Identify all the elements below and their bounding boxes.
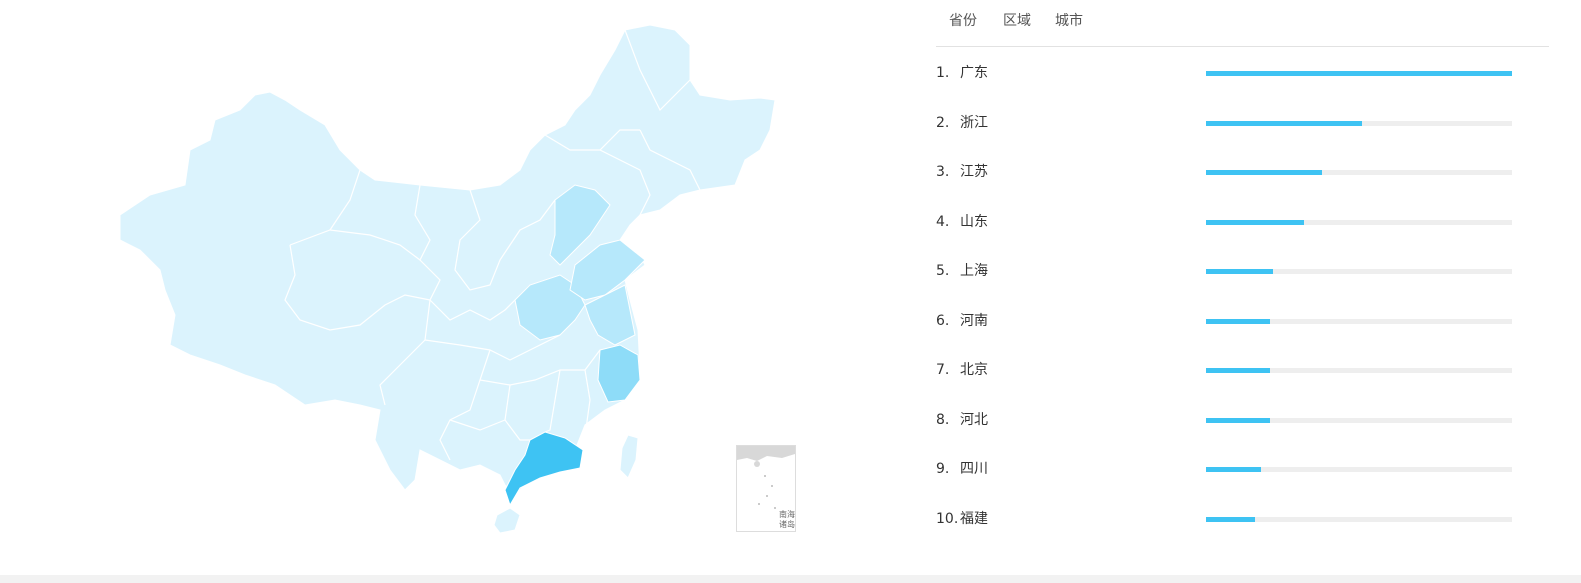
rank-row[interactable]: 3. 江苏: [936, 161, 1549, 183]
rank-number: 1.: [936, 65, 950, 81]
rank-bar-track: [1206, 368, 1512, 373]
map-region-hebei[interactable]: [549, 184, 611, 266]
rank-bar-fill: [1206, 467, 1262, 472]
rank-province-name: 四川: [960, 461, 988, 477]
rank-row[interactable]: 10. 福建: [936, 508, 1549, 530]
rank-row[interactable]: 7. 北京: [936, 359, 1549, 381]
rank-row[interactable]: 6. 河南: [936, 310, 1549, 332]
rank-bar-fill: [1206, 417, 1271, 423]
rank-province-name: 北京: [960, 362, 988, 378]
rank-number: 3.: [936, 164, 950, 180]
rank-label: 4. 山东: [936, 211, 988, 233]
rank-bar-track: [1206, 71, 1512, 76]
rank-bar-fill: [1206, 219, 1304, 225]
rank-province-name: 上海: [960, 263, 988, 279]
rank-bar-fill: [1206, 120, 1363, 126]
inset-label: 南海 诸岛: [779, 510, 795, 530]
rank-bar-track: [1206, 467, 1512, 472]
tab-province[interactable]: 省份: [949, 13, 977, 29]
rank-bar-track: [1206, 417, 1512, 423]
rank-bar-fill: [1206, 269, 1274, 274]
inset-coastline: [737, 446, 795, 461]
rank-number: 7.: [936, 362, 950, 378]
rank-bar-track: [1206, 170, 1512, 175]
china-map: 南海 诸岛: [119, 24, 796, 534]
map-region-hainan[interactable]: [493, 507, 521, 534]
tab-region[interactable]: 区域: [1003, 13, 1031, 29]
rank-province-name: 山东: [960, 213, 988, 230]
rank-number: 5.: [936, 263, 950, 279]
rank-label: 8. 河北: [936, 409, 988, 431]
province-borders: [284, 29, 701, 461]
inset-island-dot: [771, 485, 773, 487]
map-region-henan[interactable]: [514, 274, 586, 341]
inset-island-dot: [766, 495, 768, 497]
rank-row[interactable]: 1. 广东: [936, 62, 1549, 84]
tab-city[interactable]: 城市: [1055, 13, 1083, 29]
rank-row[interactable]: 2. 浙江: [936, 112, 1549, 134]
inset-island-dot: [758, 503, 760, 505]
rank-number: 10.: [936, 510, 959, 527]
rank-label: 6. 河南: [936, 310, 988, 332]
rank-province-name: 浙江: [960, 114, 988, 131]
rank-bar-track: [1206, 269, 1512, 274]
rank-bar-track: [1206, 120, 1512, 126]
inset-label-line1: 南海: [779, 510, 795, 519]
rank-bar-fill: [1206, 318, 1271, 324]
rank-row[interactable]: 9. 四川: [936, 458, 1549, 480]
rank-number: 9.: [936, 461, 950, 477]
rank-province-name: 福建: [960, 510, 988, 527]
rank-bar-fill: [1206, 368, 1271, 373]
rank-number: 8.: [936, 411, 950, 428]
rank-label: 9. 四川: [936, 458, 988, 480]
rank-label: 3. 江苏: [936, 161, 988, 183]
rank-bar-fill: [1206, 516, 1255, 522]
rank-province-name: 河南: [960, 312, 988, 329]
inset-island-dot: [774, 507, 776, 509]
rank-province-name: 江苏: [960, 164, 988, 180]
rank-label: 2. 浙江: [936, 112, 988, 134]
rank-bar-track: [1206, 318, 1512, 324]
rank-label: 7. 北京: [936, 359, 988, 381]
rank-label: 1. 广东: [936, 62, 988, 84]
map-region-taiwan[interactable]: [619, 434, 639, 479]
south-china-sea-inset: 南海 诸岛: [736, 445, 796, 532]
rank-label: 10. 福建: [936, 508, 988, 530]
inset-island: [754, 461, 760, 467]
inset-island-dot: [764, 475, 766, 477]
map-region-zhejiang[interactable]: [597, 344, 641, 403]
map-region-guangdong[interactable]: [504, 431, 584, 507]
rank-bar-fill: [1206, 71, 1512, 76]
rank-number: 2.: [936, 114, 950, 131]
rank-bar-fill: [1206, 170, 1323, 175]
inset-label-line2: 诸岛: [779, 520, 795, 529]
rank-row[interactable]: 8. 河北: [936, 409, 1549, 431]
rank-row[interactable]: 4. 山东: [936, 211, 1549, 233]
rank-number: 4.: [936, 213, 950, 230]
region-tabs: 省份 区域 城市: [936, 0, 1549, 47]
map-region-shandong[interactable]: [569, 239, 646, 301]
rank-bar-track: [1206, 219, 1512, 225]
rank-row[interactable]: 5. 上海: [936, 260, 1549, 282]
china-map-svg: [119, 24, 776, 534]
map-region-jiangsu[interactable]: [584, 284, 636, 346]
rank-province-name: 广东: [960, 65, 988, 81]
rank-panel: 省份 区域 城市 1. 广东 2. 浙江 3. 江苏 4. 山东 5. 上海 6. 河南 7. 北京 8. 河…: [936, 0, 1549, 560]
rank-province-name: 河北: [960, 411, 988, 428]
footer-bar: [0, 575, 1581, 583]
rank-label: 5. 上海: [936, 260, 988, 282]
rank-number: 6.: [936, 312, 950, 329]
rank-bar-track: [1206, 516, 1512, 522]
inset-svg: [737, 446, 795, 509]
